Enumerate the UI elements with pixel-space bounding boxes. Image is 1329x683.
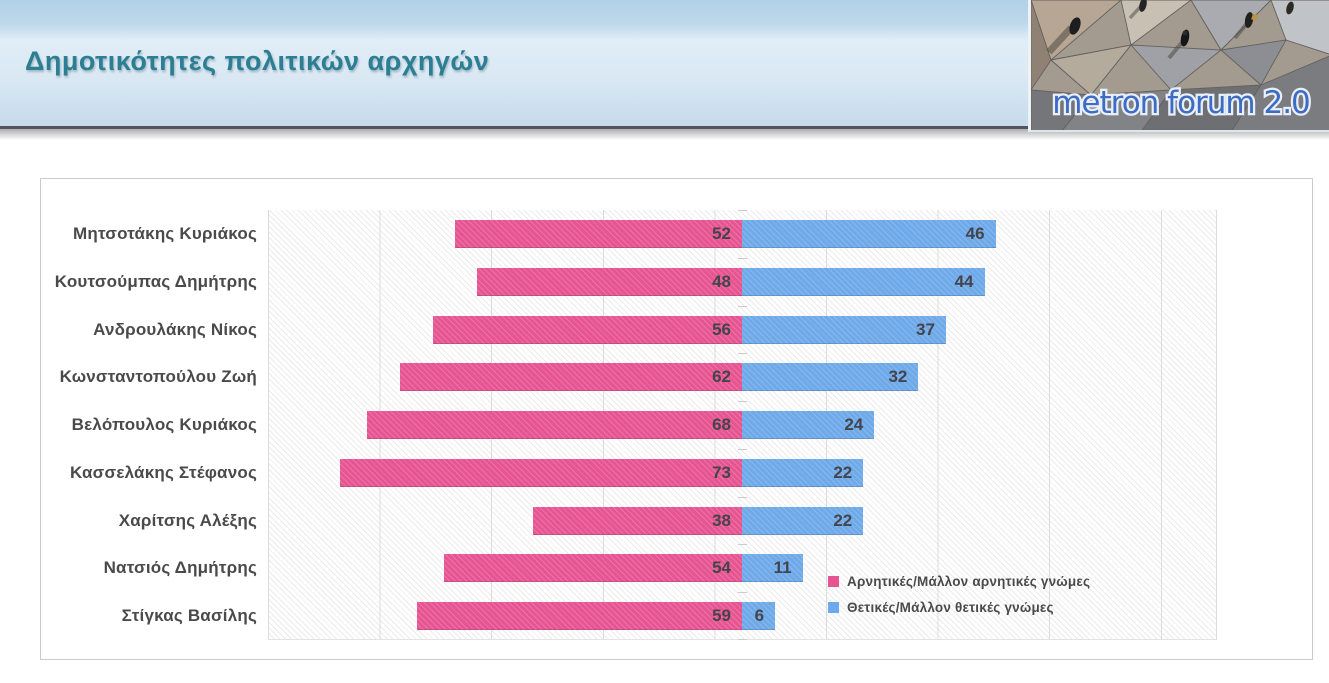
legend: Αρνητικές/Μάλλον αρνητικές γνώμες Θετικέ… xyxy=(828,574,1090,615)
positive-value: 6 xyxy=(754,606,765,626)
positive-legend-swatch xyxy=(828,602,839,613)
negative-bar: 62 xyxy=(400,363,742,392)
negative-bar: 38 xyxy=(532,506,742,535)
negative-bar: 56 xyxy=(433,315,742,344)
positive-value: 46 xyxy=(965,224,985,243)
category-label: Κασσελάκης Στέφανος xyxy=(69,462,257,482)
positive-bar: 46 xyxy=(742,220,996,248)
negative-value: 48 xyxy=(712,271,731,291)
category-labels: Μητσοτάκης Κυριάκος Κουτσούμπας Δημήτρης Α… xyxy=(41,210,257,640)
negative-value: 56 xyxy=(712,319,731,339)
bar-row: 62 32 xyxy=(268,353,1216,401)
negative-bar: 48 xyxy=(477,267,742,296)
category-label: Χαρίτσης Αλέξης xyxy=(118,510,257,530)
bar-row: 56 37 xyxy=(268,306,1216,354)
negative-bar: 52 xyxy=(455,220,742,248)
chart-card: Μητσοτάκης Κυριάκος Κουτσούμπας Δημήτρης Α… xyxy=(40,178,1313,660)
header-divider xyxy=(0,126,1329,129)
axis-tick xyxy=(738,353,747,355)
axis-tick xyxy=(738,496,747,498)
positive-bar: 22 xyxy=(742,458,864,487)
positive-value: 22 xyxy=(833,510,853,530)
positive-bar: 32 xyxy=(742,363,919,392)
axis-tick xyxy=(738,544,747,546)
negative-value: 59 xyxy=(712,606,731,626)
positive-bar: 22 xyxy=(742,506,864,535)
positive-bar: 6 xyxy=(742,602,776,631)
category-label: Νατσιός Δημήτρης xyxy=(103,558,257,578)
positive-bar: 24 xyxy=(742,411,875,440)
positive-legend-label: Θετικές/Μάλλον θετικές γνώμες xyxy=(847,600,1054,615)
positive-value: 24 xyxy=(844,415,864,435)
negative-bar: 68 xyxy=(367,411,742,440)
category-label: Ανδρουλάκης Νίκος xyxy=(93,319,257,339)
logo-text: metron forum 2.0 xyxy=(1052,85,1310,121)
bar-row: 48 44 xyxy=(268,258,1216,306)
category-label: Κωνσταντοπούλου Ζωή xyxy=(59,367,257,387)
axis-tick xyxy=(738,257,747,259)
category-label: Κουτσούμπας Δημήτρης xyxy=(54,271,257,291)
axis-tick xyxy=(738,210,747,211)
negative-legend-label: Αρνητικές/Μάλλον αρνητικές γνώμες xyxy=(847,574,1091,589)
bar-row: 73 22 xyxy=(268,449,1216,497)
bar-row: 59 6 xyxy=(268,592,1216,640)
category-label: Στίγκας Βασίλης xyxy=(121,606,257,626)
negative-legend-swatch xyxy=(828,576,839,587)
bar-row: 54 11 xyxy=(268,544,1216,592)
positive-value: 11 xyxy=(773,558,792,578)
plot-area: Αρνητικές/Μάλλον αρνητικές γνώμες Θετικέ… xyxy=(268,210,1217,640)
positive-bar: 11 xyxy=(742,554,803,583)
axis-tick xyxy=(738,592,747,594)
bar-row: 68 24 xyxy=(268,401,1216,449)
positive-value: 22 xyxy=(833,462,853,482)
negative-bar: 59 xyxy=(416,602,742,631)
category-label: Μητσοτάκης Κυριάκος xyxy=(73,224,257,243)
axis-tick xyxy=(738,401,747,403)
positive-bar: 44 xyxy=(742,267,985,296)
negative-value: 52 xyxy=(712,224,731,243)
negative-bar: 54 xyxy=(444,554,742,583)
legend-item-positive: Θετικές/Μάλλον θετικές γνώμες xyxy=(828,600,1090,615)
negative-bar: 73 xyxy=(339,458,742,487)
negative-value: 68 xyxy=(712,415,731,435)
page-title: Δημοτικότητες πολιτικών αρχηγών xyxy=(25,46,490,76)
pedestrian-figures xyxy=(1046,0,1294,60)
positive-value: 32 xyxy=(888,367,908,387)
bar-row: 38 22 xyxy=(268,497,1216,545)
axis-tick xyxy=(738,448,747,450)
negative-value: 54 xyxy=(712,558,731,578)
negative-value: 38 xyxy=(712,510,731,530)
header-shadow xyxy=(0,129,1329,142)
legend-item-negative: Αρνητικές/Μάλλον αρνητικές γνώμες xyxy=(828,574,1090,589)
negative-value: 73 xyxy=(712,462,731,482)
logo-mosaic-image: metron forum 2.0 xyxy=(1031,0,1329,130)
positive-value: 37 xyxy=(916,319,935,339)
positive-bar: 37 xyxy=(742,315,946,344)
positive-value: 44 xyxy=(954,271,974,291)
axis-tick xyxy=(738,305,747,307)
bar-row: 52 46 xyxy=(268,210,1216,258)
metron-forum-logo: metron forum 2.0 xyxy=(1028,0,1329,132)
axis-tick xyxy=(738,639,747,640)
negative-value: 62 xyxy=(712,367,731,387)
category-label: Βελόπουλος Κυριάκος xyxy=(71,415,257,435)
